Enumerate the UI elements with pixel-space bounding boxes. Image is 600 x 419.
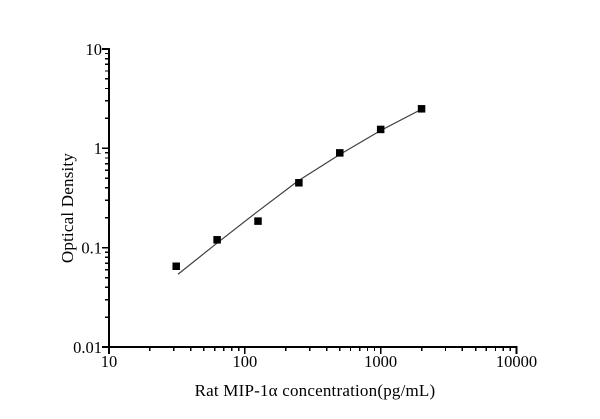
data-point-marker	[172, 262, 180, 271]
x-tick-label: 100	[232, 352, 257, 371]
data-points	[172, 105, 426, 271]
fit-line	[177, 108, 423, 275]
y-tick-label: 1	[94, 139, 102, 158]
y-axis-title: Optical Density	[58, 152, 77, 264]
x-axis-ticks	[108, 347, 518, 354]
fit-line-group	[177, 108, 423, 275]
data-point-marker	[417, 105, 426, 113]
data-point-marker	[336, 149, 344, 157]
axes	[108, 48, 518, 348]
y-axis-ticks	[102, 48, 109, 348]
y-tick-label: 0.01	[73, 338, 102, 357]
data-point-marker	[295, 179, 303, 187]
data-point-marker	[254, 217, 262, 225]
data-point-marker	[376, 125, 385, 134]
x-tick-label: 10	[101, 352, 118, 371]
x-tick-labels: 10 100 1000 10000	[101, 352, 537, 371]
y-tick-label: 10	[86, 40, 103, 59]
x-axis-title: Rat MIP-1α concentration(pg/mL)	[194, 381, 436, 400]
y-tick-labels: 0.01 0.1 1 10	[73, 40, 102, 357]
data-point-marker	[213, 236, 221, 244]
x-tick-label: 10000	[496, 352, 537, 371]
y-tick-label: 0.1	[81, 238, 102, 257]
x-tick-label: 1000	[364, 352, 397, 371]
